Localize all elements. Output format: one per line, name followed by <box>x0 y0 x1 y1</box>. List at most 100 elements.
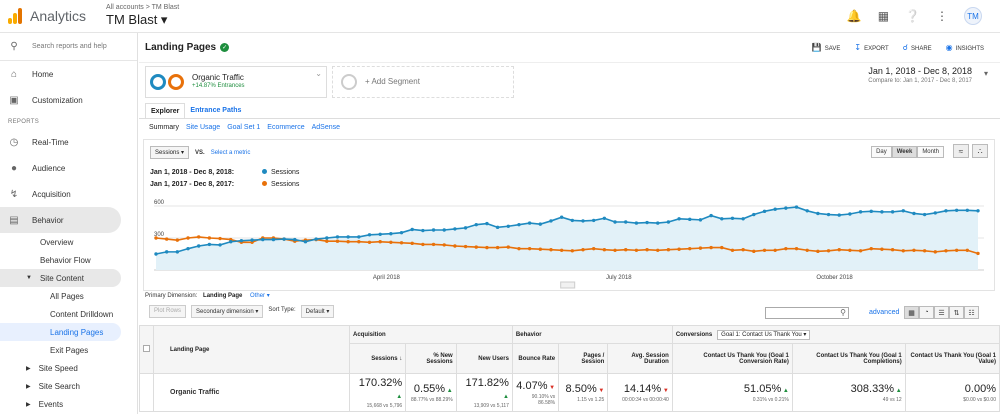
sessions-line-chart[interactable]: 300 600 April 2018 July 2018 October 2018 <box>154 198 984 290</box>
motion-chart-icon[interactable]: ∴ <box>972 144 988 158</box>
subtab-adsense[interactable]: AdSense <box>311 124 341 131</box>
col-header-pages-session[interactable]: Pages / Session <box>558 343 609 374</box>
sidebar-item-events[interactable]: ▶ Events <box>0 395 137 413</box>
export-button[interactable]: ↧ EXPORT <box>854 43 888 52</box>
data-point-2018 <box>880 210 884 214</box>
col-header-new-sessions[interactable]: % New Sessions <box>405 343 457 374</box>
share-button[interactable]: ☌ SHARE <box>903 43 932 52</box>
col-header-new-users[interactable]: New Users <box>455 343 513 374</box>
caret-right-icon: ▶ <box>26 401 31 408</box>
data-point-2017 <box>688 246 692 251</box>
sidebar-search[interactable]: ⚲ Search reports and help <box>0 33 137 61</box>
chart-resize-handle[interactable] <box>560 281 576 289</box>
help-icon[interactable]: ❔ <box>905 9 920 23</box>
subtab-site-usage[interactable]: Site Usage <box>185 124 221 131</box>
save-button[interactable]: 💾 SAVE <box>812 43 841 52</box>
col-header-goal-conv-rate[interactable]: Contact Us Thank You (Goal 1 Conversion … <box>671 343 793 374</box>
comparison-view-icon[interactable]: ⇅ <box>949 306 964 319</box>
notifications-icon[interactable]: 🔔 <box>846 9 862 23</box>
select-all-checkbox[interactable] <box>143 345 150 352</box>
data-point-2017 <box>816 249 820 254</box>
data-point-2018 <box>720 217 724 221</box>
performance-view-icon[interactable]: ☰ <box>934 306 949 319</box>
table-search-input[interactable]: ⚲ <box>765 307 849 319</box>
tab-entrance-paths[interactable]: Entrance Paths <box>185 103 247 119</box>
sidebar-item-customization[interactable]: ▣ Customization <box>0 87 137 113</box>
data-point-2018 <box>890 210 895 214</box>
data-point-2018 <box>805 209 809 213</box>
pivot-view-icon[interactable]: ☷ <box>964 306 979 319</box>
table-cell: 171.82% ▲ 13,909 vs 5,117 <box>455 373 513 412</box>
data-point-2018 <box>527 221 532 225</box>
other-dimension-link[interactable]: Other ▾ <box>250 293 270 299</box>
data-point-2017 <box>538 247 543 251</box>
sidebar-item-behavior-flow[interactable]: Behavior Flow <box>40 255 91 265</box>
week-button[interactable]: Week <box>891 146 918 158</box>
line-chart-icon[interactable]: ≈ <box>953 144 969 158</box>
sidebar-item-behavior[interactable]: ▤ Behavior <box>0 207 121 233</box>
cell-value: 308.33% <box>850 382 895 395</box>
secondary-dimension-select[interactable]: Secondary dimension ▾ <box>191 305 264 318</box>
sidebar-item-site-speed[interactable]: ▶ Site Speed <box>0 359 137 377</box>
tab-explorer[interactable]: Explorer <box>145 103 186 119</box>
sort-type-select[interactable]: Default ▾ <box>300 305 335 318</box>
account-selector[interactable]: All accounts > TM Blast TM Blast ▾ <box>106 4 179 28</box>
sidebar-item-site-search[interactable]: ▶ Site Search <box>0 377 137 395</box>
data-point-2017 <box>389 240 393 244</box>
insights-button[interactable]: ◉ INSIGHTS <box>946 43 984 52</box>
col-header-avg-duration[interactable]: Avg. Session Duration <box>607 343 673 374</box>
sidebar-item-site-content[interactable]: ▼ Site Content <box>0 269 121 287</box>
date-range-picker[interactable]: Jan 1, 2018 - Dec 8, 2018 Compare to: Ja… <box>868 66 972 85</box>
sidebar-item-audience[interactable]: ● Audience <box>0 155 137 181</box>
goal-select[interactable]: Goal 1: Contact Us Thank You ▾ <box>717 330 811 340</box>
sidebar-item-landing-pages[interactable]: Landing Pages <box>0 323 121 341</box>
subtab-goal-set-1[interactable]: Goal Set 1 <box>227 124 261 131</box>
sidebar-item-content-drilldown[interactable]: Content Drilldown <box>50 309 114 319</box>
date-range-dropdown-icon[interactable]: ▾ <box>983 69 988 78</box>
data-point-2017 <box>677 247 681 251</box>
sidebar-item-home[interactable]: ⌂ Home <box>0 61 137 87</box>
pie-view-icon[interactable]: ◔ <box>919 306 934 319</box>
primary-dimension-value: Landing Page <box>203 293 243 299</box>
apps-grid-icon[interactable]: ▦ <box>877 9 890 23</box>
data-point-2018 <box>421 228 425 233</box>
data-point-2017 <box>474 245 478 249</box>
more-vert-icon[interactable]: ⋮ <box>936 9 948 23</box>
add-segment-label: + Add Segment <box>365 76 420 86</box>
data-point-2018 <box>965 208 970 212</box>
col-header-goal-value[interactable]: Contact Us Thank You (Goal 1 Value) <box>904 343 1000 374</box>
subtab-summary[interactable]: Summary <box>149 124 179 131</box>
data-point-2018 <box>549 219 553 223</box>
sidebar-item-overview[interactable]: Overview <box>40 237 74 247</box>
group-header-behavior: Behavior <box>511 325 673 344</box>
data-point-2018 <box>239 238 244 243</box>
metric-select[interactable]: Sessions ▾ <box>150 146 190 159</box>
add-segment-card[interactable]: + Add Segment <box>332 66 514 98</box>
sidebar-item-acquisition[interactable]: ↯ Acquisition <box>0 181 137 207</box>
subtab-ecommerce[interactable]: Ecommerce <box>267 124 305 131</box>
sidebar-item-label: Events <box>38 399 64 409</box>
col-header-bounce-rate[interactable]: Bounce Rate <box>511 343 560 374</box>
day-button[interactable]: Day <box>871 146 892 158</box>
data-view-icon[interactable]: ▦ <box>904 306 919 319</box>
month-button[interactable]: Month <box>917 146 944 158</box>
sidebar-item-exit-pages[interactable]: Exit Pages <box>50 345 89 355</box>
cell-value: 8.50% <box>565 382 597 395</box>
col-header-landing-page[interactable]: Landing Page <box>153 325 350 374</box>
advanced-filter-link[interactable]: advanced <box>869 309 900 316</box>
data-point-2017 <box>762 248 767 252</box>
col-header-sessions[interactable]: Sessions ↓ <box>348 343 407 374</box>
segment-dropdown-icon[interactable]: ⌄ <box>315 69 322 78</box>
table-cell: 14.14% ▼ 00:00:34 vs 00:00:40 <box>607 373 673 412</box>
col-header-goal-completions[interactable]: Contact Us Thank You (Goal 1 Completions… <box>791 343 906 374</box>
plot-rows-button[interactable]: Plot Rows <box>149 305 187 318</box>
data-point-2017 <box>773 248 777 252</box>
data-point-2018 <box>154 252 158 256</box>
sidebar-item-realtime[interactable]: ◷ Real-Time <box>0 129 137 155</box>
avatar[interactable]: TM <box>964 7 982 25</box>
sidebar-item-label: Acquisition <box>32 189 71 199</box>
segment-card-organic[interactable]: Organic Traffic +14.87% Entrances ⌄ <box>145 66 327 98</box>
sidebar-item-all-pages[interactable]: All Pages <box>50 291 84 301</box>
select-metric-link[interactable]: Select a metric <box>210 149 251 156</box>
series-line-2017 <box>155 236 979 255</box>
